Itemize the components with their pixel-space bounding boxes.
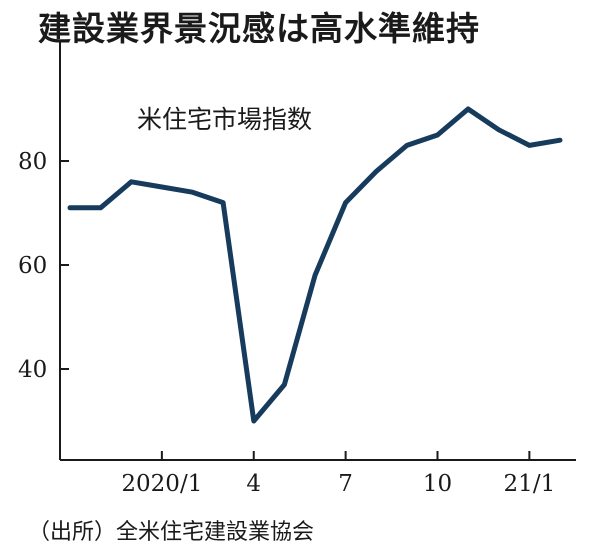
y-tick-label: 40	[18, 357, 47, 383]
x-tick-label: 4	[246, 471, 261, 497]
chart-axes	[59, 40, 576, 461]
x-tick-label: 21/1	[504, 471, 556, 497]
source-note: （出所）全米住宅建設業協会	[28, 520, 315, 545]
x-tick-label: 2020/1	[121, 471, 202, 497]
x-tick-label: 10	[423, 471, 452, 497]
series-label: 米住宅市場指数	[137, 105, 312, 134]
y-tick-label: 80	[18, 149, 47, 175]
y-tick-label: 60	[18, 253, 47, 279]
series-line	[67, 106, 563, 424]
chart-ticks: 40 60 80 2020/1 4 7 10 21/1	[18, 149, 555, 497]
x-tick-label: 7	[338, 471, 353, 497]
chart-title: 建設業界景況感は高水準維持	[38, 9, 480, 48]
chart-series	[67, 106, 563, 424]
